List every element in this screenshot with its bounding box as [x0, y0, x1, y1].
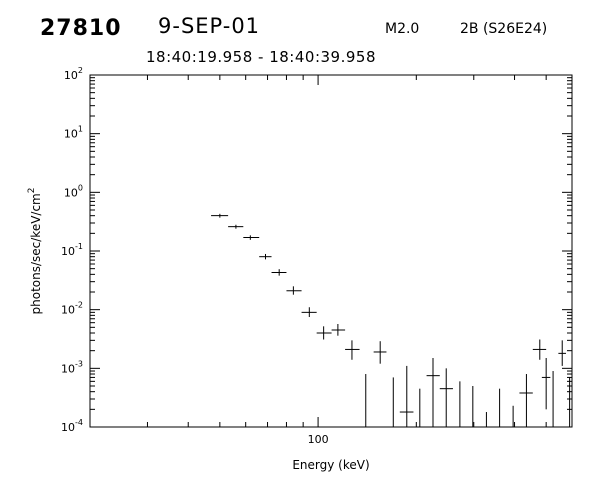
y-tick-exponent: 0 [78, 183, 83, 192]
axis-ticks [89, 74, 573, 428]
x-axis-label: Energy (keV) [292, 458, 369, 472]
data-point [532, 339, 547, 360]
data-point [211, 213, 229, 218]
data-point [345, 340, 360, 360]
x-tick-label: 100 [308, 433, 329, 446]
y-tick-label: 102 [64, 66, 83, 82]
y-tick-mantissa: 10 [61, 362, 75, 375]
y-tick-exponent: 2 [78, 66, 83, 75]
y-tick-mantissa: 10 [64, 128, 78, 141]
event-date: 9-SEP-01 [158, 14, 261, 38]
data-point [331, 323, 346, 336]
data-point [439, 368, 453, 427]
plot-frame [89, 74, 573, 428]
y-tick-label: 100 [64, 183, 83, 199]
y-tick-mantissa: 10 [61, 304, 75, 317]
y-axis-label-exponent: 2 [27, 188, 37, 194]
y-tick-exponent: -4 [75, 418, 83, 427]
data-point [286, 286, 302, 295]
y-tick-exponent: -1 [75, 242, 83, 251]
goes-class: M2.0 [385, 21, 420, 37]
y-tick-label: 101 [64, 125, 83, 141]
y-tick-mantissa: 10 [61, 245, 75, 258]
data-point [301, 307, 317, 317]
data-point [271, 269, 287, 276]
data-point [316, 326, 332, 340]
data-point [399, 365, 414, 427]
y-axis-label-text: photons/sec/keV/cm [29, 193, 43, 314]
data-point [541, 358, 551, 410]
y-tick-mantissa: 10 [64, 69, 78, 82]
data-point [373, 341, 387, 364]
data-point [228, 224, 244, 229]
time-range: 18:40:19.958 - 18:40:39.958 [146, 48, 376, 66]
y-tick-exponent: -2 [75, 301, 83, 310]
y-tick-label: 10-2 [61, 301, 83, 317]
data-point [243, 235, 260, 240]
y-tick-exponent: -3 [75, 359, 83, 368]
y-tick-exponent: 1 [78, 125, 83, 134]
data-point [558, 340, 566, 366]
y-tick-mantissa: 10 [61, 421, 75, 434]
event-id: 27810 [40, 16, 122, 41]
y-tick-label: 10-1 [61, 242, 83, 258]
flare-info: 2B (S26E24) [460, 21, 548, 37]
y-axis-label: photons/sec/keV/cm2 [27, 188, 43, 315]
data-points [211, 213, 571, 427]
y-tick-label: 10-3 [61, 359, 83, 375]
data-point [519, 374, 533, 427]
data-point [426, 358, 440, 427]
y-tick-mantissa: 10 [64, 186, 78, 199]
data-point [259, 253, 272, 260]
y-tick-label: 10-4 [61, 418, 83, 434]
